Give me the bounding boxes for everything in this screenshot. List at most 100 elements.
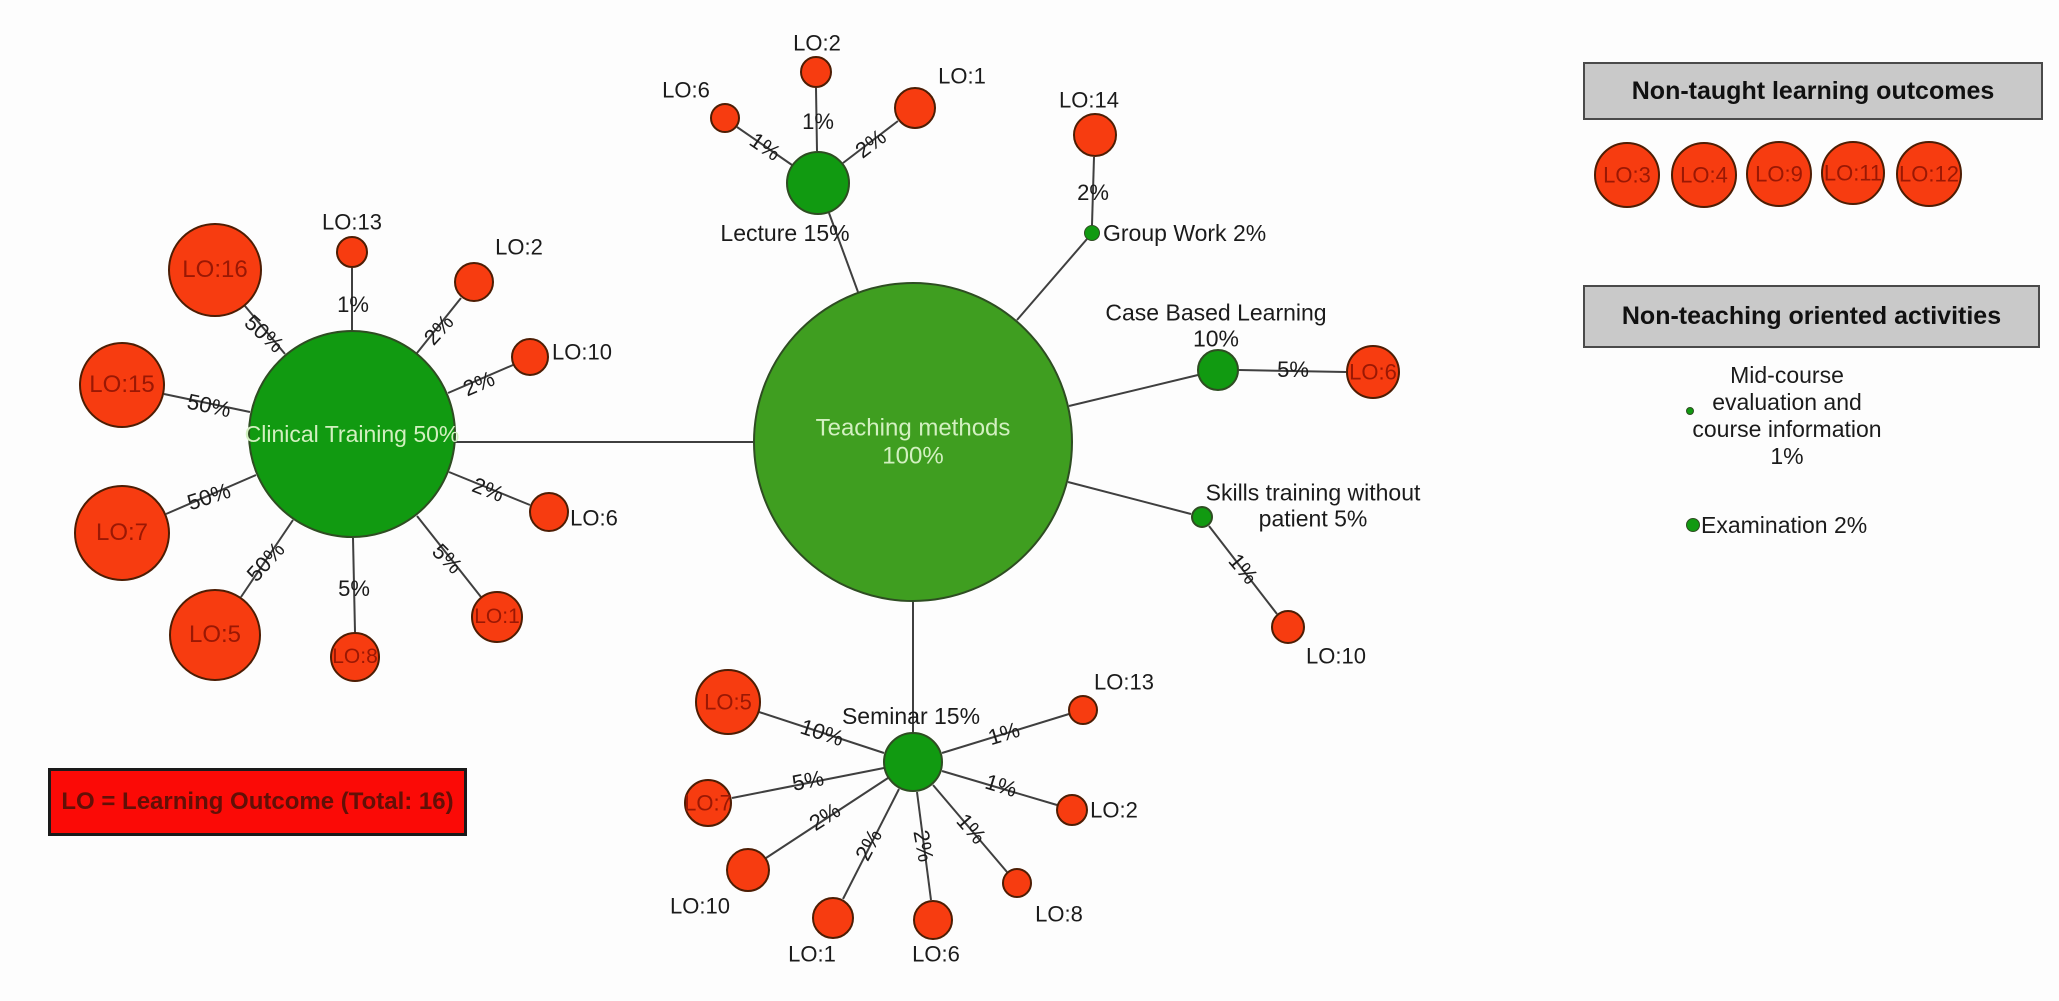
edge-clinical-lo8 <box>352 537 356 633</box>
edge-percent-seminar-lo1: 2% <box>850 824 888 865</box>
edge-clinical-lo7 <box>165 474 257 515</box>
node-label-lo6-clinical-line0: LO:6 <box>570 505 618 531</box>
node-label-lo2-lecture-line0: LO:2 <box>793 30 841 56</box>
edge-percent-seminar-lo8: 1% <box>951 808 992 849</box>
node-label-lo6-seminar-line0: LO:6 <box>912 941 960 967</box>
node-label-teaching-line1: 100% <box>882 442 944 469</box>
edge-seminar-lo5 <box>758 711 885 754</box>
node-label-lo11-panel-line0: LO:11 <box>1823 160 1883 186</box>
edge-percent-seminar-lo13: 1% <box>984 716 1023 751</box>
edge-teaching-lecture <box>828 212 859 293</box>
edge-seminar-lo7 <box>731 767 885 799</box>
node-lo1-clinical <box>471 591 523 643</box>
node-label-lo10-clinical-line0: LO:10 <box>552 339 612 365</box>
node-seminar <box>883 732 943 792</box>
node-lo13-clinical <box>336 236 368 268</box>
edge-teaching-cbl <box>1068 374 1199 407</box>
node-lo13-seminar <box>1068 695 1098 725</box>
non-taught-header: Non-taught learning outcomes <box>1583 62 2043 120</box>
node-lo1-lecture <box>894 87 936 129</box>
node-label-lo12-panel-line0: LO:12 <box>1899 161 1959 187</box>
node-label-lo1-seminar-line0: LO:1 <box>788 941 836 967</box>
node-label-lo7-seminar-line0: LO:7 <box>684 790 732 816</box>
node-label-lo8-clinical-line0: LO:8 <box>332 644 378 668</box>
edge-percent-seminar-lo6: 2% <box>908 828 939 864</box>
edge-seminar-lo8 <box>932 784 1008 873</box>
edge-percent-clinical-lo2: 2% <box>418 309 459 350</box>
node-lo14-groupwork <box>1073 113 1117 157</box>
edge-percent-clinical-lo8: 5% <box>338 576 370 601</box>
midcourse-activity-label: Mid-course evaluation and course informa… <box>1672 362 1902 470</box>
node-lo8-seminar <box>1002 868 1032 898</box>
edge-percent-lecture-lo1: 2% <box>850 124 891 164</box>
edge-percent-clinical-lo1: 5% <box>427 538 468 579</box>
node-label-lo10-skills-line0: LO:10 <box>1306 643 1366 669</box>
node-label-case-based-learning-line1: 10% <box>1192 326 1240 352</box>
node-lo11-panel <box>1821 141 1885 205</box>
edge-seminar-lo2 <box>941 770 1058 806</box>
edge-percent-clinical-lo7: 50% <box>184 477 234 516</box>
node-lo3-panel <box>1594 142 1660 208</box>
node-lo7-seminar <box>684 779 732 827</box>
node-lo16-clinical <box>168 223 262 317</box>
node-lo10-seminar <box>726 848 770 892</box>
node-lo7-clinical <box>74 485 170 581</box>
edge-percent-clinical-lo6: 2% <box>468 472 508 507</box>
edge-percent-groupwork-lo14: 2% <box>1077 180 1109 205</box>
node-skills-training <box>1191 506 1213 528</box>
node-label-case-based-learning-line0: Case Based Learning <box>1105 299 1327 326</box>
non-taught-header-text: Non-taught learning outcomes <box>1631 76 1995 105</box>
edge-clinical-lo2 <box>416 297 462 354</box>
non-teaching-header-text: Non-teaching oriented activities <box>1621 302 2002 330</box>
node-label-lo5-clinical-line0: LO:5 <box>188 621 242 649</box>
node-lecture <box>786 151 850 215</box>
edge-percent-lecture-lo6: 1% <box>745 127 786 166</box>
edge-percent-skills-lo10: 1% <box>1223 548 1264 589</box>
midcourse-line-3: course information <box>1692 416 1882 442</box>
node-case-based-learning <box>1197 349 1239 391</box>
edge-teaching-skills <box>1067 481 1192 515</box>
node-lo4-panel <box>1671 142 1737 208</box>
edge-percent-seminar-lo7: 5% <box>789 765 826 796</box>
edge-lecture-lo1 <box>842 120 899 164</box>
node-lo1-seminar <box>812 897 854 939</box>
node-label-lo8-seminar-line0: LO:8 <box>1035 901 1083 927</box>
edge-skills-lo10 <box>1208 525 1278 615</box>
node-midcourse-dot <box>1686 407 1694 415</box>
node-label-lo5-seminar-line0: LO:5 <box>704 689 752 715</box>
node-label-lo6-cbl-line0: LO:6 <box>1349 359 1397 385</box>
node-lo5-seminar <box>695 669 761 735</box>
node-lo10-skills <box>1271 610 1305 644</box>
midcourse-line-1: Mid-course <box>1730 362 1844 388</box>
node-lo10-clinical <box>511 338 549 376</box>
node-label-lo3-panel-line0: LO:3 <box>1603 162 1651 188</box>
node-label-lo4-panel-line0: LO:4 <box>1680 162 1728 188</box>
midcourse-line-4: 1% <box>1770 443 1804 469</box>
node-label-skills-training-line1: patient 5% <box>1258 506 1368 532</box>
edge-seminar-lo6 <box>916 791 932 901</box>
legend-text: LO = Learning Outcome (Total: 16) <box>61 788 454 815</box>
edge-clinical-lo15 <box>163 393 251 413</box>
edge-clinical-lo1 <box>416 515 482 598</box>
node-examination-dot <box>1686 518 1700 532</box>
node-lo2-seminar <box>1056 794 1088 826</box>
node-label-lo6-lecture-line0: LO:6 <box>662 77 710 103</box>
node-lo8-clinical <box>330 632 380 682</box>
edge-seminar-lo13 <box>941 713 1070 754</box>
node-label-seminar-line0: Seminar 15% <box>841 702 981 729</box>
node-lo6-cbl <box>1346 345 1400 399</box>
node-label-clinical-line0: Clinical Training 50% <box>244 420 460 447</box>
node-label-lo13-clinical-line0: LO:13 <box>322 209 382 235</box>
node-label-group-work-line0: Group Work 2% <box>1103 219 1267 246</box>
non-teaching-header: Non-teaching oriented activities <box>1583 285 2040 348</box>
node-lo9-panel <box>1746 141 1812 207</box>
edge-percent-seminar-lo5: 10% <box>797 713 847 752</box>
node-lo2-clinical <box>454 262 494 302</box>
node-clinical <box>248 330 456 538</box>
edge-percent-cbl-lo6: 5% <box>1277 357 1309 382</box>
examination-text: Examination 2% <box>1701 512 1868 538</box>
midcourse-line-2: evaluation and <box>1712 389 1862 415</box>
